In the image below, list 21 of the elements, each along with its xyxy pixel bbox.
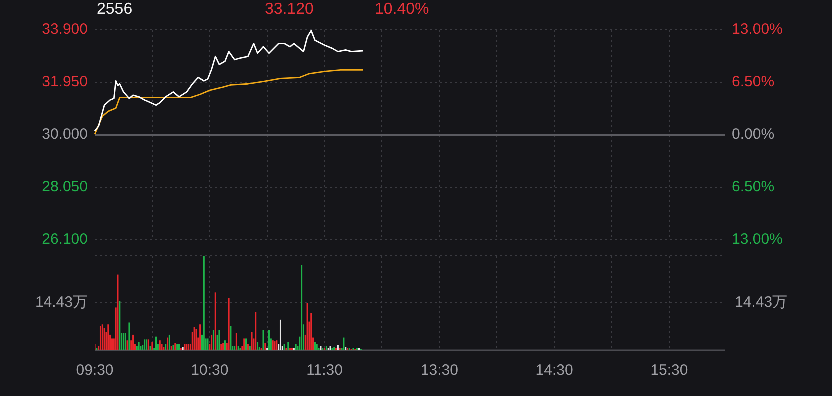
text: 14.43万 [735, 294, 788, 312]
x-tick-label: 15:30 [650, 362, 688, 380]
text: 14.43万 [35, 294, 88, 312]
text: 10.40% [375, 0, 430, 20]
y-tick-label: 26.100 [42, 231, 88, 248]
x-tick-label: 09:30 [76, 362, 114, 380]
y2-tick-label: 6.50% [732, 178, 775, 196]
y-tick-label: 33.900 [42, 21, 88, 38]
y2-tick-label: 6.50% [732, 74, 775, 91]
x-tick-label: 11:30 [306, 362, 344, 380]
y-tick-label: 28.050 [42, 178, 88, 196]
x-tick-label: 14:30 [536, 362, 574, 380]
y2-tick-label: 13.00% [732, 231, 783, 248]
text: 33.120 [265, 0, 314, 20]
x-tick-label: 13:30 [420, 362, 458, 380]
x-tick-label: 10:30 [191, 362, 229, 380]
y2-tick-label: 13.00% [732, 21, 783, 38]
y2-tick-label: 0.00% [732, 126, 775, 144]
chart-title: 2556 [97, 0, 133, 20]
y-tick-label: 31.950 [42, 74, 88, 91]
y-tick-label: 30.000 [42, 126, 88, 144]
